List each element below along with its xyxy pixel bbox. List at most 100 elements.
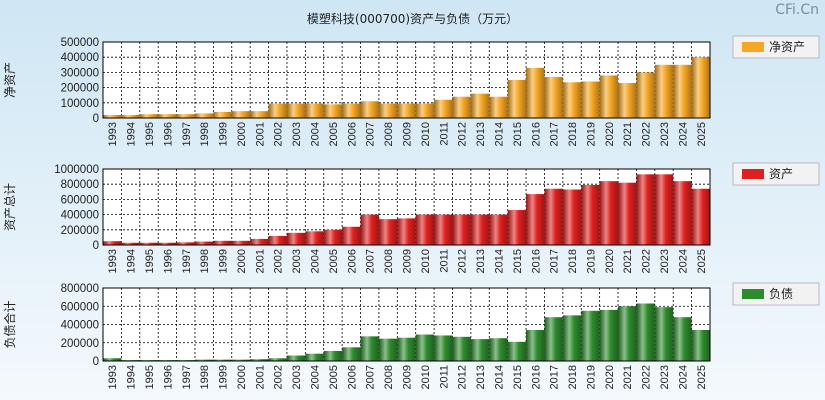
x-tick-label: 2016 — [530, 365, 542, 389]
bar-2024 — [673, 317, 692, 361]
x-tick-label: 2022 — [641, 365, 653, 389]
x-tick-label: 2022 — [641, 249, 653, 273]
x-tick-label: 2020 — [604, 249, 616, 273]
bar-2025 — [691, 329, 710, 361]
bar-2001 — [250, 238, 269, 245]
legend-swatch — [742, 42, 764, 52]
x-tick-label: 2024 — [677, 122, 689, 146]
bar-2000 — [231, 240, 251, 245]
x-tick-label: 1995 — [144, 122, 156, 146]
x-tick-label: 1994 — [126, 122, 138, 146]
legend-box — [732, 282, 820, 306]
bar-2018 — [562, 315, 582, 361]
x-tick-label: 2024 — [677, 365, 689, 389]
x-tick-label: 2018 — [567, 249, 579, 273]
x-tick-label: 2010 — [420, 365, 432, 389]
bar-1996 — [158, 114, 177, 118]
x-tick-label: 2003 — [291, 122, 303, 146]
bar-2019 — [581, 184, 600, 245]
bar-2015 — [507, 80, 527, 118]
x-tick-label: 1993 — [107, 249, 119, 273]
bar-2022 — [636, 303, 655, 361]
legend-label: 负债 — [769, 287, 793, 301]
x-tick-label: 2010 — [420, 122, 432, 146]
bar-2009 — [397, 103, 416, 118]
legend-label: 净资产 — [769, 40, 805, 54]
bar-2022 — [636, 72, 655, 118]
x-tick-label: 2019 — [585, 122, 597, 146]
x-tick-label: 2019 — [585, 249, 597, 273]
x-tick-label: 1999 — [218, 365, 230, 389]
bar-2023 — [654, 307, 674, 361]
x-tick-label: 1994 — [126, 249, 138, 273]
x-tick-label: 2007 — [365, 365, 377, 389]
x-tick-label: 2007 — [365, 249, 377, 273]
x-tick-label: 2019 — [585, 365, 597, 389]
x-tick-label: 2021 — [622, 365, 634, 389]
bar-2010 — [415, 214, 435, 245]
bar-2014 — [489, 214, 508, 245]
x-tick-label: 1996 — [162, 365, 174, 389]
x-tick-label: 2025 — [696, 365, 708, 389]
x-tick-label: 2009 — [402, 365, 414, 389]
x-tick-label: 2001 — [254, 249, 266, 273]
x-tick-label: 2008 — [383, 122, 395, 146]
bar-2008 — [378, 103, 398, 118]
x-tick-label: 2009 — [402, 122, 414, 146]
y-axis-label: 负债合计 — [2, 300, 17, 348]
bar-2023 — [654, 174, 674, 245]
x-tick-label: 2000 — [236, 365, 248, 389]
bar-1998 — [194, 241, 214, 245]
bar-1993 — [103, 358, 122, 361]
bar-2000 — [231, 359, 251, 361]
bar-2014 — [489, 96, 508, 118]
y-tick-label: 100000 — [61, 98, 99, 110]
x-tick-label: 2010 — [420, 249, 432, 273]
bar-2018 — [562, 189, 582, 245]
bar-2012 — [452, 96, 471, 118]
bar-2002 — [268, 358, 287, 361]
x-tick-label: 2016 — [530, 122, 542, 146]
bar-2013 — [470, 339, 490, 361]
bar-2004 — [305, 103, 324, 118]
x-tick-label: 2020 — [604, 365, 616, 389]
legend-box — [732, 162, 820, 186]
x-tick-label: 1997 — [181, 365, 193, 389]
x-tick-label: 2005 — [328, 365, 340, 389]
x-tick-label: 2006 — [346, 122, 358, 146]
bar-1998 — [194, 113, 214, 118]
bar-2003 — [286, 355, 306, 361]
bar-2001 — [250, 359, 269, 361]
bar-2013 — [470, 93, 490, 118]
bar-2010 — [415, 334, 435, 361]
bar-2009 — [397, 337, 416, 361]
bar-1998 — [194, 359, 214, 361]
bar-2008 — [378, 219, 398, 245]
bar-2006 — [342, 347, 361, 361]
x-tick-label: 2007 — [365, 122, 377, 146]
x-tick-label: 2023 — [659, 365, 671, 389]
watermark: CFi.Cn — [775, 2, 819, 18]
chart-panel-2: 1000000 800000 600000 400000 200000 0 1993 1994… — [3, 162, 820, 273]
x-tick-label: 1999 — [218, 122, 230, 146]
y-tick-label: 800000 — [61, 283, 99, 295]
x-tick-label: 2013 — [475, 122, 487, 146]
x-tick-label: 2001 — [254, 365, 266, 389]
bar-1993 — [103, 114, 122, 118]
x-tick-label: 1997 — [181, 122, 193, 146]
bar-1994 — [121, 114, 140, 118]
x-tick-label: 1998 — [199, 249, 211, 273]
x-tick-label: 2017 — [549, 122, 561, 146]
x-tick-label: 2003 — [291, 365, 303, 389]
bar-2012 — [452, 214, 471, 245]
y-tick-label: 0 — [93, 240, 99, 252]
y-tick-label: 200000 — [61, 83, 99, 95]
bar-2015 — [507, 210, 527, 245]
y-axis-label: 资产总计 — [3, 183, 17, 231]
y-tick-label: 600000 — [61, 301, 99, 313]
plot-frame — [102, 41, 711, 119]
x-tick-label: 2021 — [622, 249, 634, 273]
bar-2004 — [305, 353, 324, 361]
y-tick-label: 0 — [93, 113, 99, 125]
chart-title: 模塑科技(000700)资产与负债（万元） — [306, 12, 519, 26]
